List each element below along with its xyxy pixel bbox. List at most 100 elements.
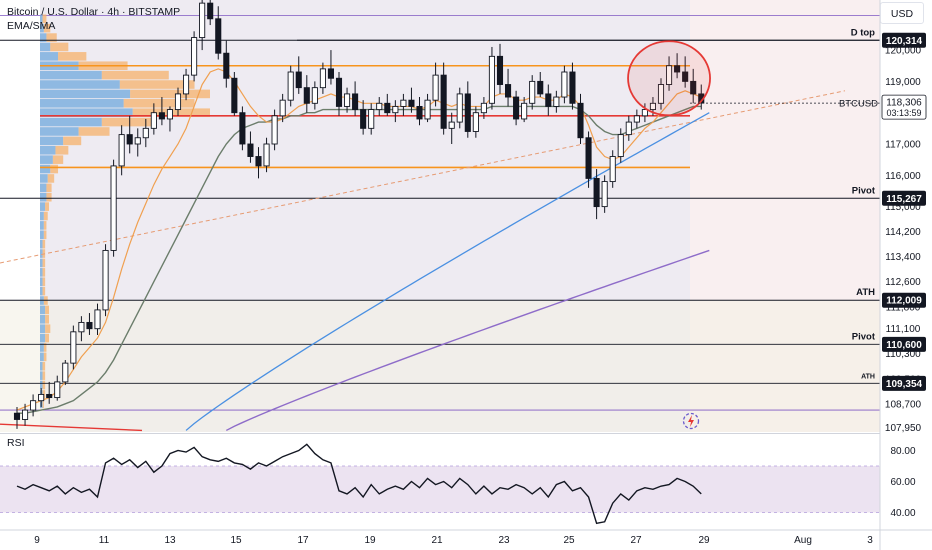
candle-down <box>513 96 520 120</box>
candle-up <box>118 134 125 167</box>
candle-up <box>70 331 77 364</box>
symbol-label: BTCUSD <box>839 99 878 110</box>
rsi-tick-label: 40.00 <box>890 508 915 519</box>
vp-bar-up <box>42 258 46 268</box>
vp-bar-up <box>43 352 47 362</box>
axis-level-tag <box>882 336 926 352</box>
vp-bar-up <box>42 399 44 409</box>
candle-down <box>46 393 53 399</box>
rsi-band <box>0 466 880 513</box>
candle-up <box>62 362 69 383</box>
price-tick-label: 117,000 <box>885 140 921 151</box>
vp-bar-down <box>40 371 43 380</box>
time-tick-label: 15 <box>230 535 242 546</box>
vp-bar-down <box>40 239 43 249</box>
candle-up <box>199 2 206 39</box>
vp-bar-up <box>42 380 46 390</box>
candle-down <box>416 105 423 120</box>
candle-down <box>496 55 504 85</box>
price-tick-label: 110,300 <box>885 349 921 360</box>
candle-down <box>384 102 391 114</box>
candle-down <box>674 65 681 73</box>
rsi-tick-label: 60.00 <box>890 477 915 488</box>
time-tick-label: 11 <box>99 535 110 546</box>
candle-up <box>625 121 632 136</box>
sma-gray-line <box>17 105 702 414</box>
ema-orange-line <box>16 68 702 411</box>
level-label: Pivot <box>852 185 876 196</box>
candle-down <box>327 68 335 79</box>
lightning-icon[interactable] <box>682 412 700 430</box>
candle-up <box>521 102 528 120</box>
indicator-label: EMA/SMA <box>7 20 56 32</box>
candle-down <box>13 412 21 420</box>
candle-up <box>319 68 326 89</box>
vp-bar-up <box>43 230 47 240</box>
vp-bar-down <box>40 52 59 61</box>
vp-bar-up <box>47 174 55 183</box>
candle-down <box>569 71 576 104</box>
time-tick-label: 29 <box>698 535 710 546</box>
candle-up <box>78 321 85 333</box>
vp-bar-up <box>43 211 48 221</box>
vp-bar-up <box>45 305 50 315</box>
vp-bar-down <box>40 99 124 108</box>
price-tick-label: 116,000 <box>885 171 921 182</box>
candle-up <box>134 137 141 145</box>
candle-up <box>456 93 463 123</box>
vp-bar-up <box>45 324 51 333</box>
vp-bar-down <box>40 108 133 117</box>
vp-bar-down <box>40 89 131 99</box>
vp-bar-down <box>40 70 102 80</box>
candle-up <box>657 84 665 104</box>
vp-bar-up <box>50 164 59 174</box>
vp-bar-up <box>46 183 52 193</box>
dashed-trendline <box>0 90 846 264</box>
candle-down <box>360 109 367 129</box>
price-tick-label: 119,000 <box>885 77 921 88</box>
lower-zone-shade <box>0 300 880 432</box>
candle-down <box>335 77 343 107</box>
moving-averages <box>0 68 846 432</box>
candle-up <box>344 93 351 107</box>
candle-down <box>231 77 238 114</box>
vp-bar-down <box>40 343 44 352</box>
candle-up <box>601 181 608 208</box>
vp-bar-up <box>45 333 50 343</box>
candle-down <box>215 18 222 54</box>
price-tick-label: 113,400 <box>885 252 921 263</box>
vp-bar-down <box>40 258 43 268</box>
rsi-label: RSI <box>7 437 25 449</box>
vp-bar-up <box>78 127 110 136</box>
time-tick-label: 13 <box>164 535 176 546</box>
candle-up <box>142 127 149 139</box>
candle-up <box>561 71 568 98</box>
price-tick-label: 114,200 <box>885 227 921 238</box>
level-label: ATH <box>861 373 875 380</box>
candle-up <box>432 74 439 101</box>
vp-bar-up <box>119 80 195 89</box>
axis-level-tag <box>882 292 926 308</box>
price-tick-label: 115,000 <box>885 202 921 213</box>
vp-bar-down <box>40 164 51 174</box>
candle-down <box>505 84 512 98</box>
vp-bar-up <box>42 268 46 277</box>
vp-bar-down <box>40 80 120 89</box>
vp-bar-down <box>40 230 44 240</box>
vp-bar-up <box>42 371 46 380</box>
candle-up <box>311 87 318 104</box>
vp-bar-down <box>40 202 46 211</box>
vp-bar-up <box>42 286 46 296</box>
candle-down <box>545 93 552 107</box>
rsi-pane <box>16 443 702 525</box>
candle-down <box>352 93 359 111</box>
vp-bar-up <box>46 192 52 202</box>
vp-bar-down <box>40 221 44 230</box>
vp-bar-down <box>40 183 47 193</box>
candle-up <box>166 109 174 120</box>
candle-down <box>537 80 544 95</box>
chart-title: Bitcoin / U.S. Dollar · 4h · BITSTAMP <box>7 6 181 18</box>
currency-button[interactable]: USD <box>880 2 924 24</box>
axis-level-label: 115,267 <box>886 194 922 205</box>
